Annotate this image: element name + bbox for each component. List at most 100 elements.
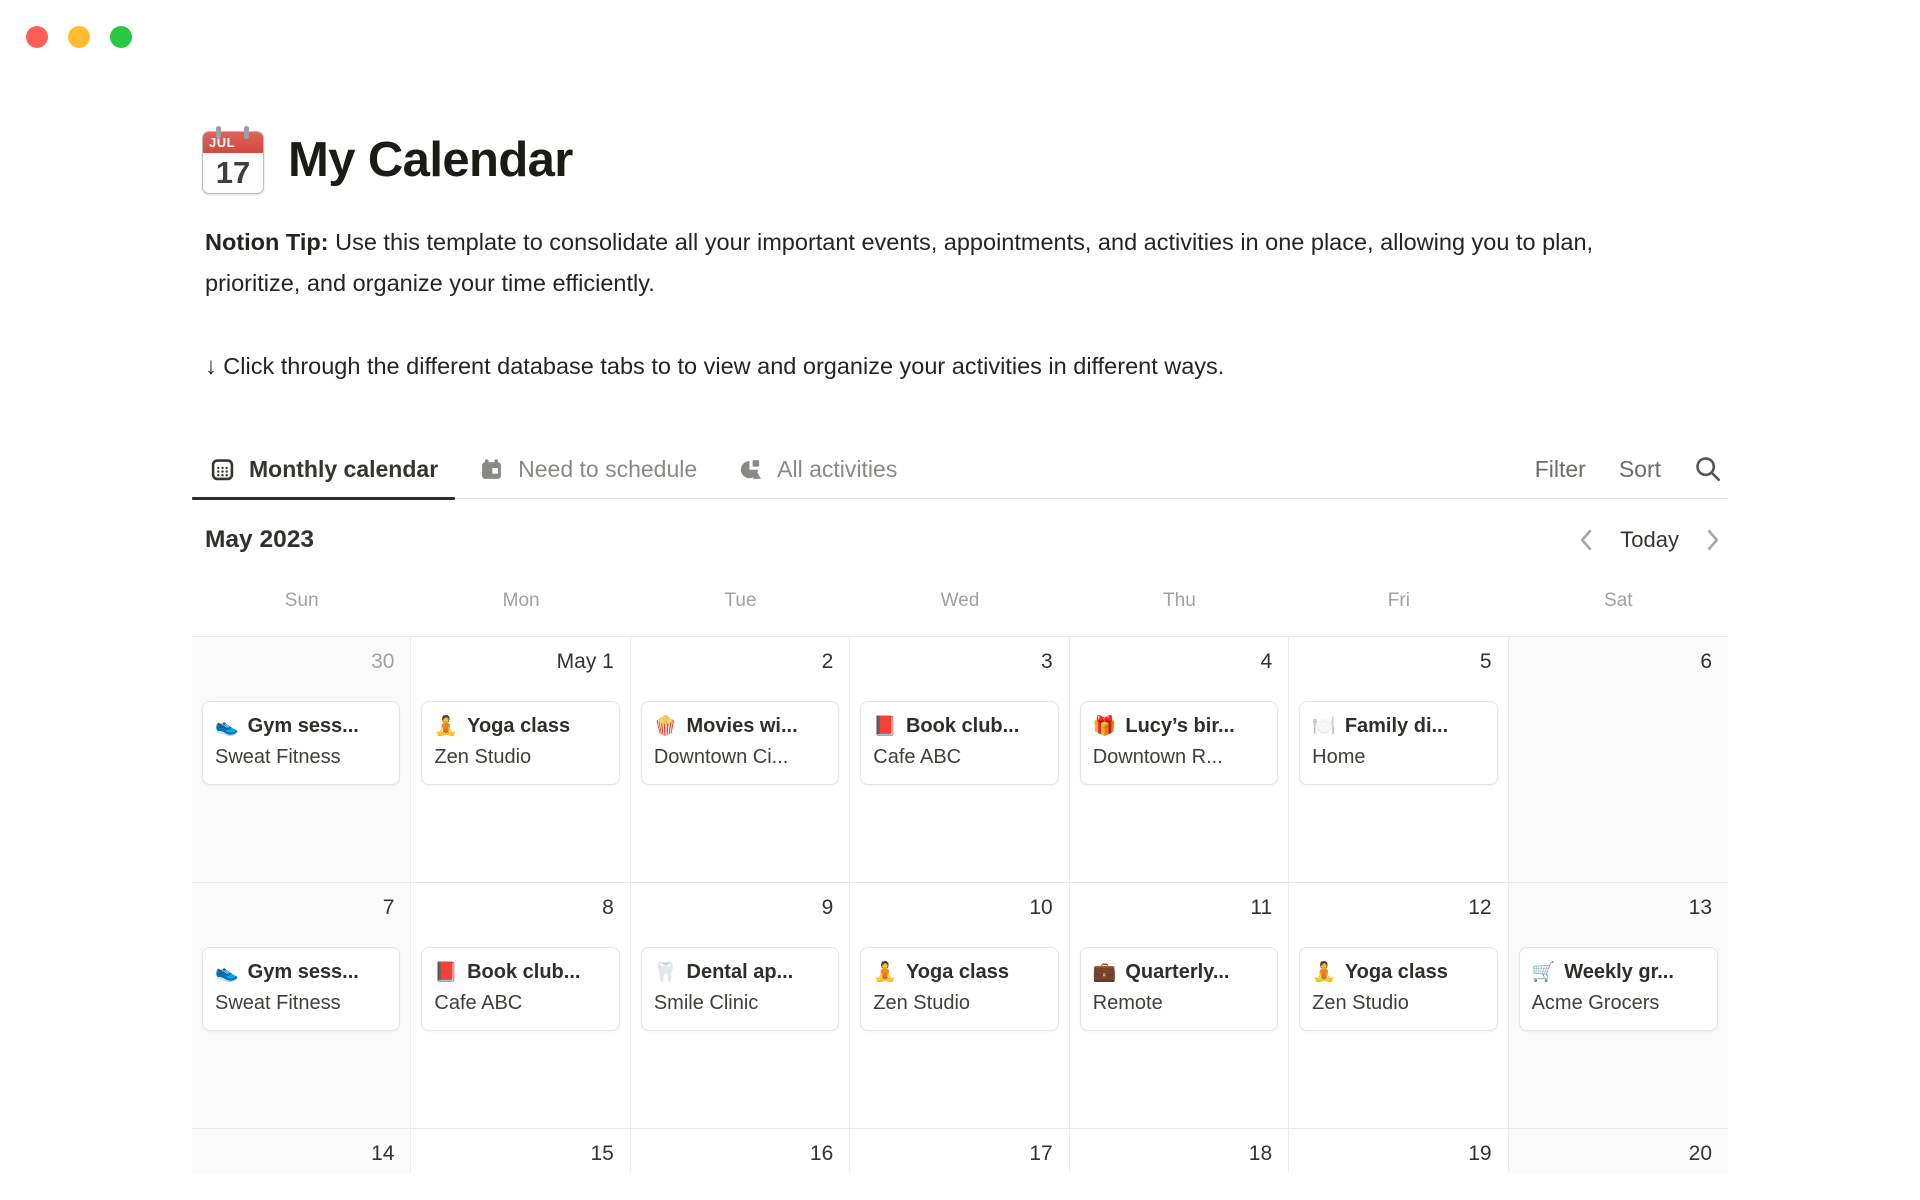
day-cell[interactable]: 19 <box>1289 1129 1509 1173</box>
day-cell[interactable]: 3 📕 Book club... Cafe ABC <box>850 637 1070 882</box>
month-nav: Today <box>1579 527 1720 553</box>
day-number: 7 <box>382 896 395 919</box>
day-cell[interactable]: 2 🍿 Movies wi... Downtown Ci... <box>630 637 851 882</box>
search-icon[interactable] <box>1694 455 1722 483</box>
event-title: 📕 Book club... <box>434 957 606 988</box>
close-button[interactable] <box>26 26 48 48</box>
event-card[interactable]: 🧘 Yoga class Zen Studio <box>421 701 620 785</box>
event-title-text: Dental ap... <box>686 961 794 983</box>
day-cell[interactable]: 18 <box>1069 1129 1290 1173</box>
mixed-shapes-database-icon <box>739 458 762 481</box>
day-number: 9 <box>821 896 834 919</box>
event-title: 👟 Gym sess... <box>215 711 387 742</box>
event-card[interactable]: 🧘 Yoga class Zen Studio <box>860 947 1059 1031</box>
today-button[interactable]: Today <box>1620 527 1679 552</box>
event-title: 📕 Book club... <box>873 711 1045 742</box>
event-card[interactable]: 💼 Quarterly... Remote <box>1079 947 1279 1031</box>
day-cell[interactable]: 13 🛒 Weekly gr... Acme Grocers <box>1508 883 1728 1128</box>
day-number: 17 <box>1029 1142 1053 1165</box>
weekday-label: Sat <box>1604 590 1633 611</box>
event-card[interactable]: 📕 Book club... Cafe ABC <box>860 701 1059 785</box>
event-card[interactable]: 🛒 Weekly gr... Acme Grocers <box>1518 947 1718 1031</box>
day-cell[interactable]: 10 🧘 Yoga class Zen Studio <box>850 883 1070 1128</box>
day-cell[interactable]: 9 🦷 Dental ap... Smile Clinic <box>630 883 851 1128</box>
tear-off-calendar-icon[interactable]: JUL 17 <box>202 126 264 194</box>
calendar-week-row: 30 👟 Gym sess... Sweat Fitness May 1 🧘 Yoga cl… <box>192 636 1728 882</box>
event-card[interactable]: 🦷 Dental ap... Smile Clinic <box>640 947 840 1031</box>
event-location: Cafe ABC <box>434 992 523 1014</box>
event-card[interactable]: 👟 Gym sess... Sweat Fitness <box>202 701 401 785</box>
event-emoji-icon: 🛒 <box>1531 962 1556 983</box>
day-number: 14 <box>371 1142 395 1165</box>
day-cell[interactable]: 30 👟 Gym sess... Sweat Fitness <box>192 637 412 882</box>
tab-all-activities[interactable]: All activities <box>720 440 914 498</box>
day-cell[interactable]: 20 <box>1508 1129 1728 1173</box>
day-number: May 1 <box>556 650 614 673</box>
tab-monthly-calendar[interactable]: Monthly calendar <box>192 440 456 500</box>
event-title-text: Movies wi... <box>686 715 798 737</box>
chevron-right-icon[interactable] <box>1706 529 1720 551</box>
event-location: Zen Studio <box>434 746 532 768</box>
day-number: 2 <box>821 650 834 673</box>
calendar-grid-icon <box>211 458 234 481</box>
event-title: 💼 Quarterly... <box>1093 957 1265 988</box>
weekday-header-row: Sun Mon Tue Wed Thu Fri Sat <box>192 566 1728 636</box>
event-location: Zen Studio <box>1312 992 1409 1014</box>
day-number: 19 <box>1468 1142 1492 1165</box>
tab-need-to-schedule[interactable]: Need to schedule <box>461 440 714 498</box>
day-cell[interactable]: 6 <box>1508 637 1728 882</box>
event-title: 🧘 Yoga class <box>1312 957 1484 988</box>
sort-button[interactable]: Sort <box>1618 455 1661 482</box>
chevron-left-icon[interactable] <box>1579 529 1593 551</box>
zoom-button[interactable] <box>110 26 132 48</box>
day-cell[interactable]: 11 💼 Quarterly... Remote <box>1069 883 1290 1128</box>
event-card[interactable]: 🍿 Movies wi... Downtown Ci... <box>640 701 840 785</box>
day-cell[interactable]: 16 <box>630 1129 851 1173</box>
day-number: 11 <box>1250 896 1273 919</box>
event-title-text: Book club... <box>467 961 581 983</box>
event-card[interactable]: 🎁 Lucy’s bir... Downtown R... <box>1079 701 1279 785</box>
event-card[interactable]: 🍽️ Family di... Home <box>1299 701 1498 785</box>
day-cell[interactable]: 4 🎁 Lucy’s bir... Downtown R... <box>1069 637 1290 882</box>
event-emoji-icon: 🍽️ <box>1312 716 1336 737</box>
event-location: Remote <box>1092 992 1163 1014</box>
filter-button[interactable]: Filter <box>1534 455 1586 482</box>
minimize-button[interactable] <box>68 26 90 48</box>
day-cell[interactable]: 12 🧘 Yoga class Zen Studio <box>1289 883 1509 1128</box>
page-header: JUL 17 My Calendar <box>192 112 1728 208</box>
day-cell[interactable]: 7 👟 Gym sess... Sweat Fitness <box>192 883 412 1128</box>
calendar-icon-day: 17 <box>215 155 251 190</box>
event-emoji-icon: 🎁 <box>1092 716 1117 737</box>
weekday-label: Wed <box>940 590 980 611</box>
weekday-label: Fri <box>1387 590 1410 611</box>
day-cell[interactable]: 5 🍽️ Family di... Home <box>1289 637 1509 882</box>
event-location: Sweat Fitness <box>215 746 341 768</box>
day-cell[interactable]: May 1 🧘 Yoga class Zen Studio <box>411 637 631 882</box>
day-cell[interactable]: 8 📕 Book club... Cafe ABC <box>411 883 631 1128</box>
event-card[interactable]: 👟 Gym sess... Sweat Fitness <box>202 947 401 1031</box>
day-number: 13 <box>1688 896 1712 919</box>
event-location: Home <box>1312 746 1366 768</box>
event-location: Acme Grocers <box>1531 992 1660 1014</box>
tab-label: Need to schedule <box>518 455 698 482</box>
day-cell[interactable]: 17 <box>850 1129 1070 1173</box>
event-card[interactable]: 🧘 Yoga class Zen Studio <box>1299 947 1498 1031</box>
weekday-label: Sun <box>284 590 319 611</box>
calendar-week-row: 7 👟 Gym sess... Sweat Fitness 8 📕 Book club...… <box>192 882 1728 1128</box>
instruction-text: ↓ Click through the different database t… <box>205 353 1225 379</box>
event-title-text: Gym sess... <box>247 961 359 983</box>
day-number: 30 <box>371 650 395 673</box>
event-title-text: Family di... <box>1344 715 1449 737</box>
day-cell[interactable]: 14 <box>192 1129 412 1173</box>
event-title: 🧘 Yoga class <box>873 957 1045 988</box>
month-label: May 2023 <box>205 526 314 553</box>
day-cell[interactable]: 15 <box>411 1129 631 1173</box>
event-location: Downtown R... <box>1092 746 1223 768</box>
day-number: 15 <box>590 1142 614 1165</box>
event-emoji-icon: 👟 <box>215 962 239 983</box>
event-emoji-icon: 🍿 <box>653 716 678 737</box>
page-title: My Calendar <box>288 133 573 187</box>
event-title: 👟 Gym sess... <box>215 957 387 988</box>
event-card[interactable]: 📕 Book club... Cafe ABC <box>421 947 620 1031</box>
tip-label: Notion Tip: <box>205 229 329 255</box>
